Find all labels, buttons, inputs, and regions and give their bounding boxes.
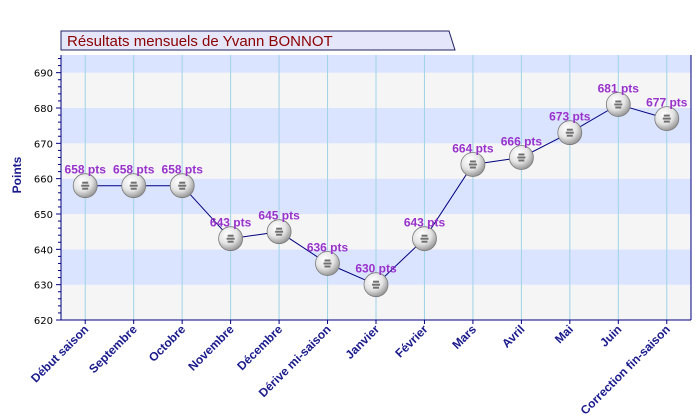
table-tennis-ball-icon (363, 272, 389, 298)
data-label: 658 pts (162, 163, 204, 177)
y-tick-label: 630 (34, 281, 53, 292)
axes (56, 55, 692, 324)
table-tennis-ball-icon (509, 145, 534, 170)
ball-logo-mark (614, 103, 623, 106)
ball-logo-mark (421, 240, 428, 243)
ball-logo-mark (324, 259, 331, 262)
ball-logo-mark (615, 106, 622, 109)
ball-logo-mark (421, 234, 428, 237)
y-axis-label: Points (10, 156, 24, 193)
x-tick-label: Mars (449, 322, 479, 352)
ball-logo-mark (276, 227, 283, 230)
ball-logo-mark (565, 131, 574, 134)
y-tick-label: 640 (34, 245, 53, 256)
ball-logo-mark (518, 159, 525, 162)
x-tick-label: Décembre (234, 322, 285, 373)
ball-logo-mark (420, 237, 429, 240)
ball-logo-mark (81, 184, 90, 187)
data-label: 630 pts (355, 262, 397, 276)
x-tick-label: Avril (499, 322, 527, 350)
ball-logo-mark (275, 230, 284, 233)
y-tick-label: 620 (34, 316, 53, 327)
ball-logo-mark (566, 128, 573, 131)
ball-logo-mark (662, 117, 671, 120)
data-label: 636 pts (307, 241, 349, 255)
ball-logo-mark (517, 156, 526, 159)
x-tick-label: Octobre (146, 322, 189, 365)
data-label: 658 pts (65, 163, 107, 177)
data-label: 643 pts (404, 216, 446, 230)
table-tennis-ball-icon (605, 92, 631, 117)
ball-logo-mark (226, 237, 235, 240)
ball-logo-mark (323, 262, 332, 265)
y-tick-label: 670 (34, 139, 53, 150)
x-tick-label: Début saison (28, 322, 91, 385)
table-tennis-ball-icon (654, 106, 680, 131)
y-tick-label: 690 (34, 69, 53, 80)
ball-logo-mark (130, 187, 137, 190)
data-label: 681 pts (598, 82, 640, 96)
x-tick-label: Février (392, 322, 430, 360)
ball-logo-mark (130, 181, 137, 184)
table-tennis-ball-icon (169, 173, 195, 199)
table-tennis-ball-icon (557, 120, 583, 146)
table-tennis-ball-icon (412, 226, 437, 252)
ball-logo-mark (469, 166, 476, 169)
data-label: 658 pts (113, 163, 155, 177)
ball-logo-mark (468, 163, 477, 166)
x-tick-label: Septembre (86, 322, 140, 376)
x-tick-label: Novembre (185, 322, 237, 374)
x-tick-label: Correction fin-saison (578, 322, 673, 417)
table-tennis-ball-icon (121, 173, 147, 199)
ball-logo-mark (615, 100, 622, 103)
data-label: 677 pts (646, 96, 688, 110)
ball-logo-mark (227, 240, 234, 243)
ball-logo-mark (373, 280, 379, 283)
data-label: 643 pts (210, 216, 252, 230)
chart-title-box: Résultats mensuels de Yvann BONNOT (60, 30, 456, 51)
y-tick-labels: 620 630 640 650 660 670 680 690 (34, 69, 53, 327)
ball-logo-mark (373, 286, 379, 289)
ball-logo-mark (178, 184, 187, 187)
x-tick-label: Mai (552, 322, 576, 346)
table-tennis-ball-icon (266, 219, 292, 245)
data-point-markers (72, 92, 680, 298)
data-label: 673 pts (549, 110, 591, 124)
table-tennis-ball-icon (72, 173, 98, 199)
y-tick-label: 680 (34, 104, 53, 115)
ball-logo-mark (82, 181, 89, 184)
x-tick-label: Janvier (343, 322, 383, 362)
table-tennis-ball-icon (315, 251, 340, 276)
data-labels: 658 pts 658 pts 658 pts 643 pts 645 pts 636 p… (65, 82, 688, 276)
ball-logo-mark (82, 187, 89, 190)
y-tick-label: 650 (34, 210, 53, 221)
ball-logo-mark (372, 283, 380, 286)
data-label: 666 pts (501, 135, 543, 149)
x-tick-label: Juin (597, 322, 624, 349)
ball-logo-mark (663, 120, 670, 123)
ball-logo-mark (179, 181, 186, 184)
table-tennis-ball-icon (460, 152, 486, 177)
data-label: 645 pts (258, 209, 300, 223)
ball-logo-mark (324, 265, 331, 268)
table-tennis-ball-icon (218, 226, 244, 252)
ball-logo-mark (179, 187, 186, 190)
ball-logo-mark (566, 134, 573, 137)
chart-title: Résultats mensuels de Yvann BONNOT (67, 33, 333, 50)
y-tick-label: 660 (34, 175, 53, 186)
ball-logo-mark (129, 184, 138, 187)
ball-logo-mark (663, 114, 670, 117)
ball-logo-mark (227, 234, 234, 237)
ball-logo-mark (469, 160, 476, 163)
ball-logo-mark (276, 233, 283, 236)
data-label: 664 pts (452, 142, 494, 156)
title-box-shape (60, 30, 456, 51)
ball-logo-mark (518, 153, 525, 156)
